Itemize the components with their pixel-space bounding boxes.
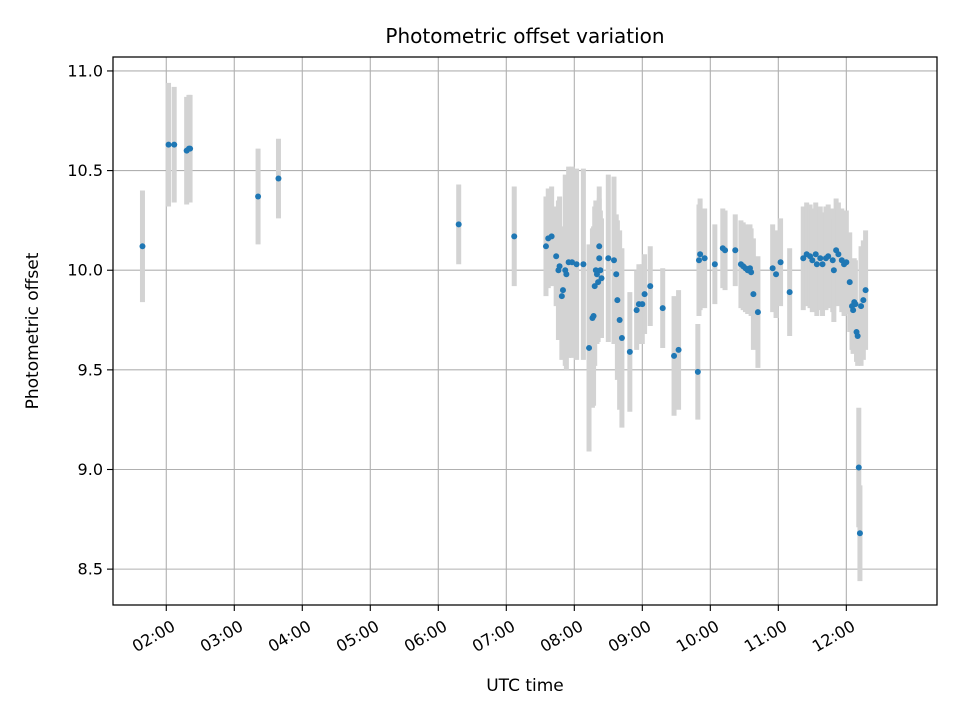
data-point bbox=[275, 175, 282, 182]
data-point bbox=[647, 283, 654, 290]
data-point bbox=[165, 141, 172, 148]
data-point bbox=[590, 313, 597, 320]
data-point bbox=[675, 346, 682, 353]
data-point bbox=[597, 267, 604, 274]
data-point bbox=[605, 255, 612, 262]
y-tick-label: 10.0 bbox=[67, 261, 103, 280]
data-point bbox=[542, 243, 549, 250]
y-tick-label: 9.5 bbox=[78, 360, 103, 379]
data-point bbox=[595, 279, 602, 286]
data-point bbox=[695, 257, 702, 264]
data-point bbox=[598, 275, 605, 282]
data-point bbox=[711, 261, 718, 268]
data-point bbox=[255, 193, 262, 200]
data-point bbox=[580, 261, 587, 268]
data-point bbox=[830, 267, 837, 274]
data-point bbox=[593, 271, 600, 278]
data-point bbox=[616, 317, 623, 324]
y-axis-ticks: 8.5 9.0 9.5 10.0 10.5 11.0 bbox=[67, 61, 113, 579]
data-point bbox=[613, 271, 620, 278]
data-point bbox=[813, 261, 820, 268]
data-point bbox=[139, 243, 146, 250]
data-point bbox=[633, 307, 640, 314]
data-point bbox=[769, 265, 776, 272]
data-point bbox=[671, 352, 678, 359]
data-point bbox=[563, 271, 570, 278]
data-point bbox=[754, 309, 761, 316]
data-point bbox=[694, 368, 701, 375]
y-axis-label: Photometric offset bbox=[23, 252, 43, 409]
y-tick-label: 8.5 bbox=[78, 560, 103, 579]
data-point bbox=[843, 259, 850, 266]
data-point bbox=[548, 233, 555, 240]
data-point bbox=[858, 303, 865, 310]
data-point bbox=[786, 289, 793, 296]
data-point bbox=[618, 334, 625, 341]
y-tick-label: 9.0 bbox=[78, 460, 103, 479]
data-point bbox=[855, 464, 862, 471]
data-point bbox=[187, 145, 194, 152]
data-point bbox=[553, 253, 560, 260]
data-point bbox=[722, 247, 729, 254]
data-point bbox=[558, 293, 565, 300]
data-point bbox=[860, 297, 867, 304]
data-point bbox=[701, 255, 708, 262]
data-point bbox=[559, 287, 566, 294]
data-point bbox=[639, 301, 646, 308]
plot-frame bbox=[112, 56, 938, 606]
data-point bbox=[812, 251, 819, 258]
data-point bbox=[856, 530, 863, 537]
data-point bbox=[586, 344, 593, 351]
data-point bbox=[610, 257, 617, 264]
data-point bbox=[748, 269, 755, 276]
data-point bbox=[773, 271, 780, 278]
data-point bbox=[846, 279, 853, 286]
data-point bbox=[835, 251, 842, 258]
data-point bbox=[750, 291, 757, 298]
data-point bbox=[596, 243, 603, 250]
data-point bbox=[829, 257, 836, 264]
data-points bbox=[139, 141, 869, 537]
data-point bbox=[732, 247, 739, 254]
data-point bbox=[556, 263, 563, 270]
data-point bbox=[825, 253, 832, 260]
data-point bbox=[809, 257, 816, 264]
y-tick-label: 10.5 bbox=[67, 161, 103, 180]
data-point bbox=[697, 251, 704, 258]
data-point bbox=[626, 348, 633, 355]
y-tick-label: 11.0 bbox=[67, 61, 103, 80]
data-point bbox=[455, 221, 462, 228]
data-point bbox=[819, 261, 826, 268]
data-point bbox=[596, 255, 603, 262]
data-point bbox=[171, 141, 178, 148]
data-point bbox=[591, 283, 598, 290]
data-point bbox=[817, 255, 824, 262]
data-point bbox=[777, 259, 784, 266]
chart-title: Photometric offset variation bbox=[385, 24, 664, 48]
grid bbox=[113, 57, 937, 605]
data-point bbox=[800, 255, 807, 262]
data-point bbox=[573, 261, 580, 268]
data-point bbox=[569, 259, 576, 266]
x-axis-label: UTC time bbox=[486, 676, 564, 696]
data-point bbox=[511, 233, 518, 240]
data-point bbox=[862, 287, 869, 294]
data-point bbox=[852, 301, 859, 308]
data-point bbox=[641, 291, 648, 298]
data-point bbox=[850, 307, 857, 314]
data-point bbox=[659, 305, 666, 312]
data-point bbox=[854, 332, 861, 339]
data-point bbox=[614, 297, 621, 304]
